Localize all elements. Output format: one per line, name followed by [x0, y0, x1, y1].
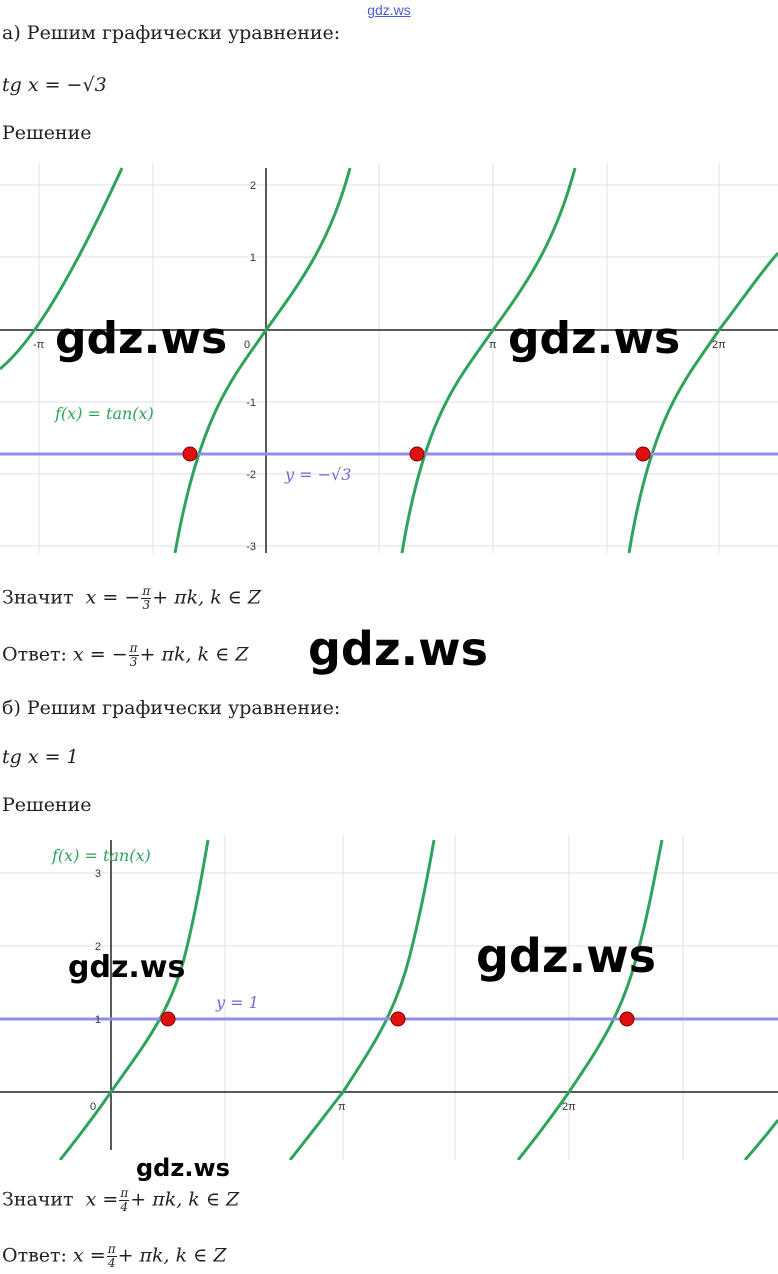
y-tick: -2	[246, 469, 256, 481]
x-tick-labels-b: 0 π 2π	[90, 1101, 576, 1113]
line-label-b: y = 1	[215, 993, 259, 1012]
intersection-point	[182, 446, 198, 462]
watermark-overlay: gdz.ws	[55, 313, 228, 364]
x-tick: 0	[90, 1101, 96, 1113]
intersection-point	[390, 1011, 406, 1027]
part-b-conclusion: Значит x = π 4 + πk, k ∈ Z	[2, 1187, 239, 1214]
intersection-points-b	[160, 1011, 635, 1027]
y-tick-labels-b: 3 2 1	[95, 868, 101, 1026]
part-a-answer: Ответ: x = − π 3 + πk, k ∈ Z	[2, 642, 248, 669]
part-b-equation: tg x = 1	[2, 746, 79, 768]
watermark-overlay: gdz.ws	[68, 950, 186, 985]
conclusion-prefix: Значит	[2, 1188, 74, 1211]
intersection-point	[160, 1011, 176, 1027]
watermark-overlay: gdz.ws	[308, 622, 488, 676]
result-pre: x = −	[73, 643, 128, 666]
intersection-point	[409, 446, 425, 462]
graph-a: 2 1 -1 -2 -3 -π 0 π 2π f(x) = tan(x) y =…	[0, 163, 778, 553]
x-tick: 0	[244, 339, 250, 351]
part-a-heading: а) Решим графически уравнение:	[2, 22, 341, 44]
y-tick: 1	[250, 252, 256, 264]
y-tick: 2	[95, 941, 101, 953]
part-a-equation: tg x = −√3	[2, 74, 107, 96]
graph-b: 3 2 1 0 π 2π f(x) = tan(x) y = 1	[0, 835, 778, 1160]
result-post: + πk, k ∈ Z	[117, 1244, 227, 1267]
x-tick-labels-a: -π 0 π 2π	[33, 339, 726, 351]
y-tick: 2	[250, 180, 256, 192]
intersection-points-a	[182, 446, 651, 462]
part-b-answer: Ответ: x = π 4 + πk, k ∈ Z	[2, 1243, 226, 1270]
result-post: + πk, k ∈ Z	[139, 643, 249, 666]
result-pre: x =	[85, 1188, 119, 1211]
watermark-overlay: gdz.ws	[136, 1154, 230, 1182]
tangent-curves-b	[58, 839, 778, 1160]
top-watermark-link[interactable]: gdz.ws	[367, 2, 411, 18]
result-post: + πk, k ∈ Z	[130, 1188, 240, 1211]
grid-b	[0, 835, 778, 1160]
intersection-point	[619, 1011, 635, 1027]
part-b-solution-label: Решение	[2, 794, 92, 816]
x-tick: 2π	[712, 339, 726, 351]
line-label-a: y = −√3	[284, 465, 351, 484]
watermark-overlay: gdz.ws	[508, 313, 681, 364]
y-tick: 3	[95, 868, 101, 880]
y-tick-labels-a: 2 1 -1 -2 -3	[246, 180, 256, 553]
part-a-conclusion: Значит x = − π 3 + πk, k ∈ Z	[2, 585, 261, 612]
x-tick: π	[489, 339, 497, 351]
answer-prefix: Ответ:	[2, 1244, 67, 1267]
grid-a	[0, 163, 778, 553]
part-b-heading: б) Решим графически уравнение:	[2, 697, 341, 719]
watermark-overlay: gdz.ws	[476, 929, 656, 983]
x-tick: 2π	[562, 1101, 576, 1113]
x-tick: π	[338, 1101, 346, 1113]
function-label-a: f(x) = tan(x)	[54, 404, 154, 423]
x-tick: -π	[33, 339, 45, 351]
y-tick: 1	[95, 1014, 101, 1026]
y-tick: -1	[246, 397, 256, 409]
result-pre: x =	[73, 1244, 106, 1267]
intersection-point	[635, 446, 651, 462]
part-a-solution-label: Решение	[2, 122, 92, 144]
answer-prefix: Ответ:	[2, 643, 67, 666]
y-tick: -3	[246, 541, 256, 553]
result-pre: x = −	[85, 586, 141, 609]
tangent-curves-a	[0, 167, 778, 553]
result-post: + πk, k ∈ Z	[152, 586, 262, 609]
function-label-b: f(x) = tan(x)	[51, 846, 151, 865]
conclusion-prefix: Значит	[2, 586, 74, 609]
